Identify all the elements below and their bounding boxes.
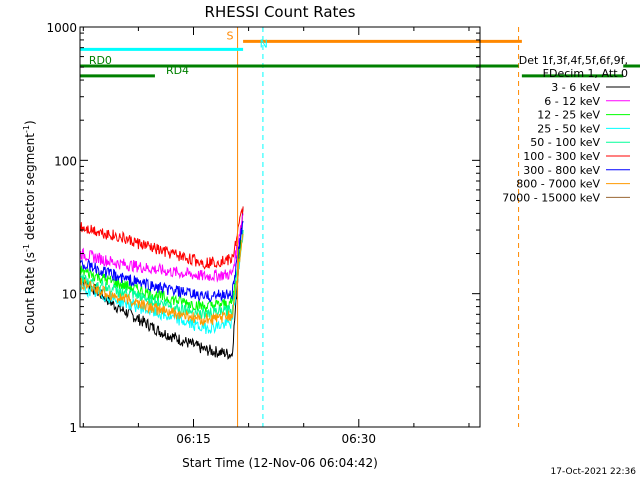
series-line [513,267,640,330]
y-axis-label-part: ) [23,120,37,125]
plot-frame [79,26,481,428]
x-tick-label: 06:15 [176,432,211,446]
series-line [80,229,244,319]
state-bar-label: N [260,37,268,50]
series-line [513,261,640,321]
y-axis-label-part: Count Rate (s [23,252,37,334]
legend-label: 300 - 800 keV [523,164,600,177]
series-line [513,201,640,343]
legend-header: FDecim 1, Att 0 [543,67,628,80]
series-line [80,206,244,270]
legend-label: 3 - 6 keV [551,81,600,94]
series-line [80,220,244,303]
chart-title: RHESSI Count Rates [205,3,356,21]
series-line [80,233,244,326]
legend-label: 25 - 50 keV [537,122,600,135]
y-tick-label: 100 [54,154,77,168]
series-line [80,213,244,283]
y-tick-label: 10 [62,288,77,302]
y-axis-label-sup: -1 [22,244,31,252]
legend-label: 50 - 100 keV [530,136,600,149]
y-axis-label-part: detector segment [23,133,37,244]
legend-label: 7000 - 15000 keV [502,191,600,204]
series-line [513,276,640,339]
x-axis-label: Start Time (12-Nov-06 06:04:42) [182,456,378,470]
legend-label: 6 - 12 keV [544,95,600,108]
y-axis-label: Count Rate (s-1 detector segment-1) [22,120,37,333]
legend-label: 12 - 25 keV [537,109,600,122]
series-line [80,230,244,313]
y-tick-label: 1 [69,421,77,435]
legend-label: 100 - 300 keV [523,150,600,163]
state-bar-label: RD0 [89,54,112,67]
plot-content [80,201,640,360]
series-line [80,206,244,360]
state-bar-label: S [227,29,234,42]
y-axis: 1 10 100 1000 [46,21,480,435]
y-axis-label-sup: -1 [22,125,31,133]
state-bar-label: RD4 [166,64,189,77]
x-axis: 06:15 06:30 [82,27,470,446]
series-line [513,218,640,283]
legend-label: 800 - 7000 keV [516,178,600,191]
legend-header: Det 1f,3f,4f,5f,6f,9f, [519,54,628,67]
series-line [513,251,640,314]
plot-area: SNFRD0RD4 [79,27,640,427]
series-line [513,271,640,331]
x-tick-label: 06:30 [341,432,376,446]
legend: Det 1f,3f,4f,5f,6f,9f,FDecim 1, Att 03 -… [502,54,630,204]
y-tick-label: 1000 [46,21,77,35]
timestamp: 17-Oct-2021 22:36 [551,467,637,477]
